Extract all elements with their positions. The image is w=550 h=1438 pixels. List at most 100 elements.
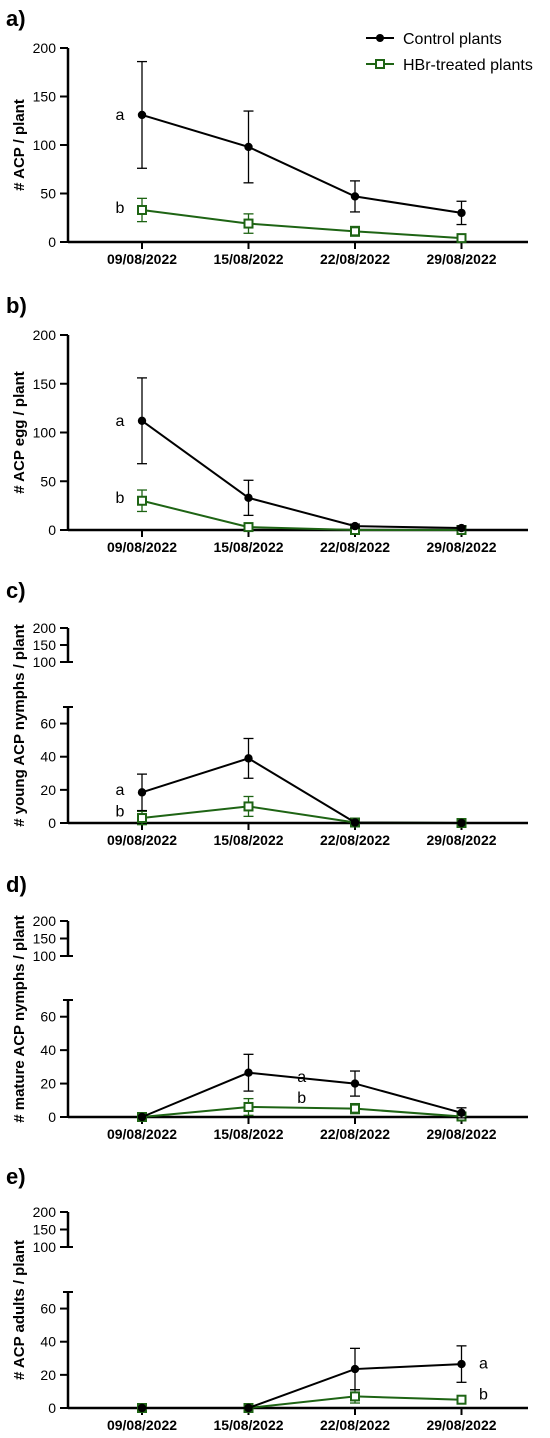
y-tick-label: 0	[48, 522, 56, 538]
x-tick-label: 15/08/2022	[213, 1126, 283, 1142]
data-point	[137, 788, 147, 797]
data-point	[350, 818, 360, 827]
significance-label: a	[116, 413, 125, 430]
y-tick-label: 40	[40, 1042, 56, 1058]
data-point	[244, 1403, 253, 1413]
y-tick-label: 200	[33, 40, 57, 56]
y-axis-label: # ACP egg / plant	[11, 371, 28, 494]
y-tick-label: 100	[33, 137, 57, 153]
data-point	[350, 1103, 360, 1114]
y-tick-label: 150	[33, 376, 57, 392]
data-point	[244, 754, 253, 763]
data-point	[457, 208, 466, 218]
y-tick-label: 20	[40, 1076, 56, 1092]
data-point	[457, 1108, 466, 1118]
series-line	[142, 1395, 462, 1409]
data-point	[243, 522, 254, 533]
series-line	[141, 805, 462, 824]
series-line	[142, 1363, 462, 1409]
y-tick-label-upper: 150	[33, 931, 57, 947]
panel-label: e)	[6, 1164, 26, 1189]
y-tick-label: 0	[48, 234, 56, 250]
x-tick-label: 22/08/2022	[320, 1417, 390, 1433]
y-tick-label-upper: 200	[33, 1204, 57, 1220]
y-tick-label: 50	[40, 186, 56, 202]
y-tick-label-upper: 100	[33, 654, 57, 670]
significance-label: b	[297, 1090, 306, 1107]
data-point	[137, 110, 147, 120]
x-tick-label: 29/08/2022	[426, 832, 496, 848]
series-line	[141, 499, 462, 531]
data-point	[137, 1403, 147, 1413]
significance-label: b	[116, 200, 125, 217]
data-point	[243, 218, 254, 229]
x-tick-label: 09/08/2022	[107, 1126, 177, 1142]
data-point	[243, 801, 254, 812]
x-tick-label: 15/08/2022	[213, 539, 283, 555]
y-tick-label: 0	[48, 1109, 56, 1125]
x-tick-label: 29/08/2022	[426, 539, 496, 555]
series-line	[141, 1071, 462, 1118]
y-axis-label: # young ACP nymphs / plant	[11, 624, 28, 827]
y-tick-label-upper: 200	[33, 620, 57, 636]
data-point	[137, 813, 147, 824]
y-tick-label: 60	[40, 1301, 56, 1317]
legend-treated-label: HBr-treated plants	[403, 57, 533, 74]
legend: Control plants HBr-treated plants	[366, 31, 533, 74]
x-tick-label: 22/08/2022	[320, 1126, 390, 1142]
panel-label: b)	[6, 293, 27, 318]
series-control	[137, 377, 467, 533]
y-tick-label-upper: 150	[33, 637, 57, 653]
legend-treated-marker	[375, 59, 385, 69]
significance-label: a	[297, 1069, 306, 1086]
series-treated	[137, 197, 467, 244]
y-axis-label: # ACP / plant	[11, 99, 28, 191]
data-point	[350, 1364, 360, 1374]
significance-label: a	[116, 107, 125, 124]
panel-2: b) 0 50 100 150 200 # ACP egg / plant 09/08/202…	[6, 293, 528, 555]
legend-control-marker	[376, 34, 384, 42]
y-tick-label-upper: 100	[33, 1239, 57, 1255]
x-tick-label: 22/08/2022	[320, 539, 390, 555]
data-point	[457, 818, 466, 828]
y-tick-label: 20	[40, 1367, 56, 1383]
y-tick-label: 60	[40, 1009, 56, 1025]
data-point	[350, 192, 360, 201]
y-tick-label-upper: 100	[33, 948, 57, 964]
significance-label: a	[116, 782, 125, 799]
y-tick-label: 40	[40, 1334, 56, 1350]
data-point	[243, 1101, 254, 1112]
y-tick-label-upper: 150	[33, 1222, 57, 1238]
significance-label: b	[479, 1387, 488, 1404]
y-tick-label: 150	[33, 89, 57, 105]
significance-label: b	[116, 490, 125, 507]
data-point	[137, 204, 147, 215]
data-point	[137, 1112, 147, 1122]
data-point	[350, 521, 360, 531]
y-tick-label: 50	[40, 473, 56, 489]
series-line	[141, 757, 462, 824]
data-point	[137, 495, 147, 506]
data-point	[244, 493, 253, 503]
data-point	[244, 1068, 253, 1077]
y-axis-label: # mature ACP nymphs / plant	[11, 915, 28, 1123]
series-control	[137, 60, 467, 226]
x-tick-label: 09/08/2022	[107, 1417, 177, 1433]
data-point	[137, 416, 147, 425]
significance-label: b	[116, 803, 125, 820]
legend-control-label: Control plants	[403, 31, 502, 48]
x-tick-label: 29/08/2022	[426, 251, 496, 267]
data-point	[457, 523, 466, 533]
x-tick-label: 09/08/2022	[107, 832, 177, 848]
x-tick-label: 22/08/2022	[320, 832, 390, 848]
panel-label: a)	[6, 6, 26, 31]
data-point	[457, 1359, 466, 1369]
panel-label: c)	[6, 578, 26, 603]
x-tick-label: 29/08/2022	[426, 1417, 496, 1433]
y-axis-label: # ACP adults / plant	[11, 1240, 28, 1380]
x-tick-label: 22/08/2022	[320, 251, 390, 267]
series-control	[137, 1345, 467, 1413]
